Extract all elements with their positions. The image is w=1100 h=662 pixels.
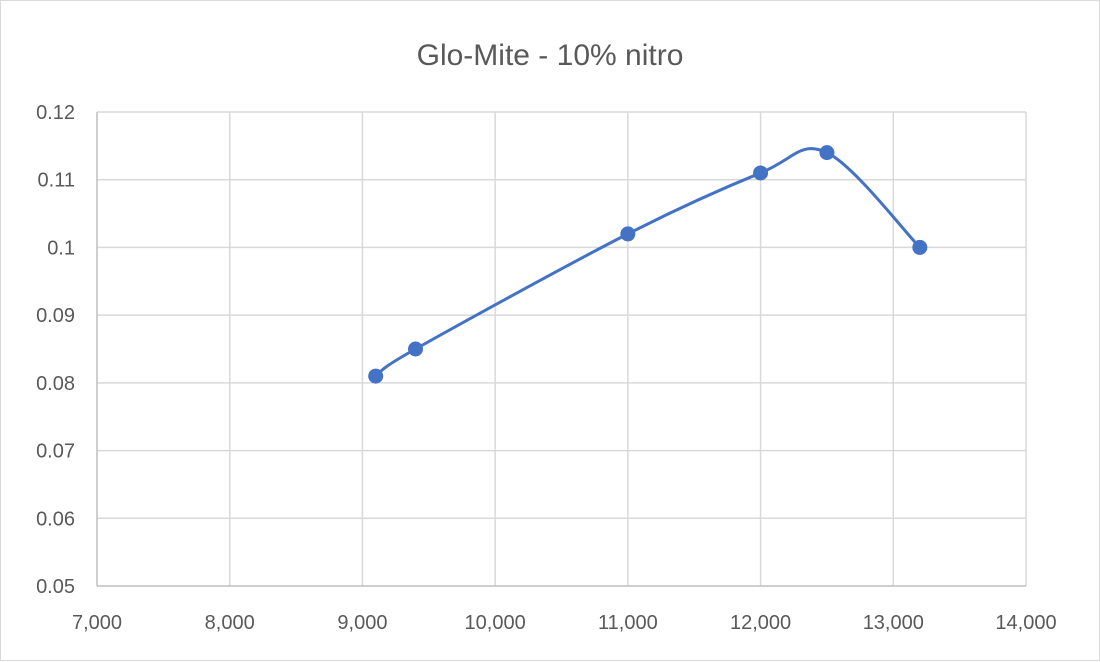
y-tick-label: 0.1 [47,237,75,259]
data-point [620,226,636,242]
x-tick-label: 12,000 [730,612,791,634]
x-tick-labels: 7,000 8,000 9,000 10,000 11,000 12,000 13,000 1… [72,612,1057,634]
x-tick-label: 13,000 [863,612,924,634]
y-tick-label: 0.12 [36,102,75,124]
y-tick-label: 0.08 [36,373,75,395]
data-point [753,165,769,181]
grid-lines [97,111,1027,586]
y-tick-labels: 0.05 0.06 0.07 0.08 0.09 0.1 0.11 0.12 [36,102,75,598]
y-tick-label: 0.06 [36,508,75,530]
data-point [912,239,928,255]
data-point [408,341,424,357]
x-tick-label: 11,000 [598,612,658,634]
y-tick-label: 0.11 [38,170,75,192]
x-tick-label: 7,000 [72,612,122,634]
x-tick-label: 10,000 [465,612,526,634]
x-tick-label: 8,000 [205,612,255,634]
y-tick-label: 0.09 [36,305,75,327]
chart-title: Glo-Mite - 10% nitro [417,39,684,72]
axes [96,112,1026,587]
data-point [368,368,384,384]
x-tick-label: 9,000 [337,612,387,634]
y-tick-label: 0.07 [36,441,75,463]
y-tick-label: 0.05 [36,576,75,598]
series-line [374,147,922,378]
series-layer [368,145,928,384]
data-point [819,145,835,161]
x-tick-label: 14,000 [995,612,1056,634]
